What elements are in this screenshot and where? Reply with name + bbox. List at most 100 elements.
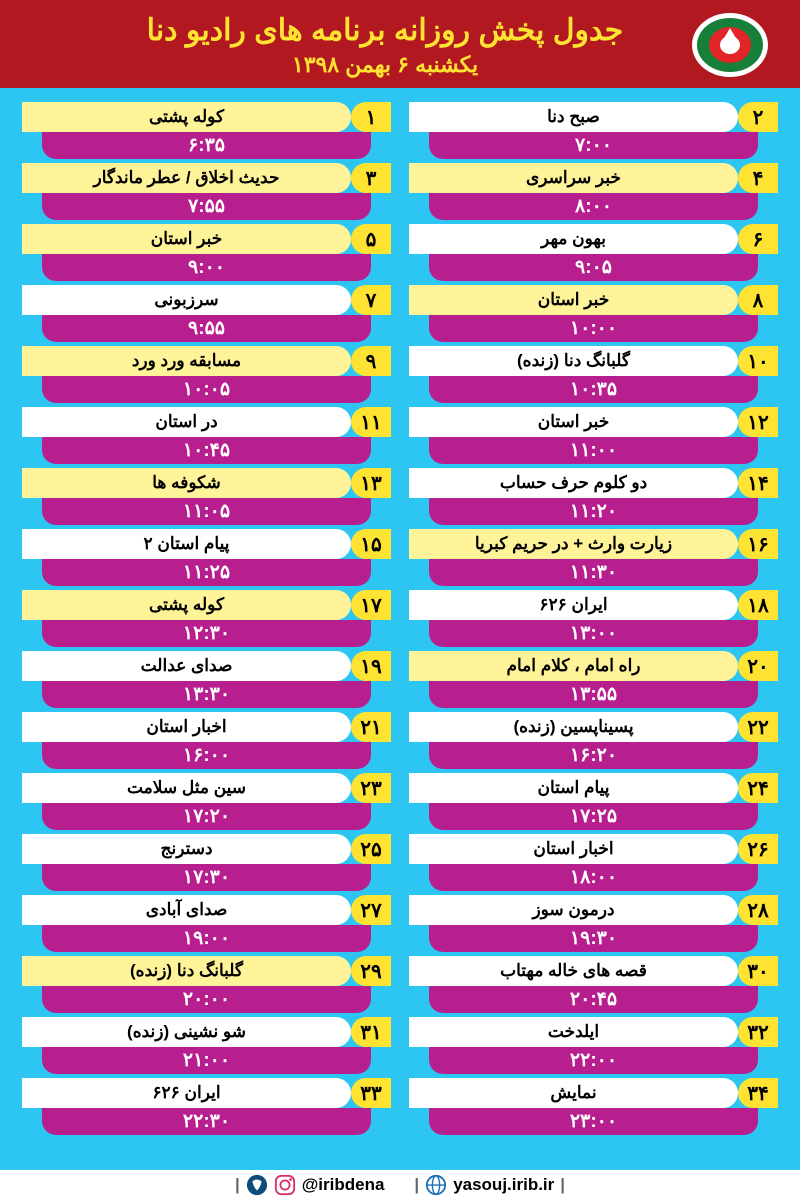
schedule-item: ۱۸ایران ۶۲۶۱۳:۰۰ xyxy=(409,590,778,647)
program-time: ۱۷:۲۰ xyxy=(42,803,371,830)
program-time: ۲۳:۰۰ xyxy=(429,1108,758,1135)
item-number: ۲ xyxy=(738,102,778,132)
program-time: ۱۶:۰۰ xyxy=(42,742,371,769)
item-number: ۳۳ xyxy=(351,1078,391,1108)
program-name: دو کلوم حرف حساب xyxy=(409,468,738,498)
item-number: ۳۰ xyxy=(738,956,778,986)
schedule-item: ۹مسابقه ورد ورد۱۰:۰۵ xyxy=(22,346,391,403)
program-time: ۶:۳۵ xyxy=(42,132,371,159)
item-number: ۲۵ xyxy=(351,834,391,864)
program-name: پیام استان xyxy=(409,773,738,803)
schedule-item: ۳۳ایران ۶۲۶۲۲:۳۰ xyxy=(22,1078,391,1135)
item-number: ۱۴ xyxy=(738,468,778,498)
program-name: قصه های خاله مهتاب xyxy=(409,956,738,986)
schedule-item: ۱۳شکوفه ها۱۱:۰۵ xyxy=(22,468,391,525)
program-name: حدیث اخلاق / عطر ماندگار xyxy=(22,163,351,193)
page-title: جدول پخش روزانه برنامه های رادیو دنا xyxy=(100,13,670,48)
program-name: صبح دنا xyxy=(409,102,738,132)
item-number: ۲۴ xyxy=(738,773,778,803)
schedule-item: ۲۵دسترنج۱۷:۳۰ xyxy=(22,834,391,891)
item-number: ۱ xyxy=(351,102,391,132)
item-number: ۶ xyxy=(738,224,778,254)
program-time: ۱۸:۰۰ xyxy=(429,864,758,891)
program-name: خبر استان xyxy=(409,407,738,437)
instagram-icon xyxy=(274,1174,296,1196)
program-time: ۱۰:۴۵ xyxy=(42,437,371,464)
item-number: ۳۲ xyxy=(738,1017,778,1047)
program-name: دسترنج xyxy=(22,834,351,864)
schedule-item: ۱۵پیام استان ۲۱۱:۲۵ xyxy=(22,529,391,586)
item-number: ۱۵ xyxy=(351,529,391,559)
program-name: مسابقه ورد ورد xyxy=(22,346,351,376)
header: جدول پخش روزانه برنامه های رادیو دنا یکش… xyxy=(0,0,800,88)
column-even: ۲صبح دنا۷:۰۰۴خبر سراسری۸:۰۰۶بهون مهر۹:۰۵… xyxy=(409,102,778,1135)
program-name: در استان xyxy=(22,407,351,437)
program-name: شکوفه ها xyxy=(22,468,351,498)
program-time: ۱۱:۲۵ xyxy=(42,559,371,586)
program-name: بهون مهر xyxy=(409,224,738,254)
program-name: درمون سوز xyxy=(409,895,738,925)
program-time: ۱۱:۰۰ xyxy=(429,437,758,464)
program-time: ۱۶:۲۰ xyxy=(429,742,758,769)
program-time: ۱۷:۳۰ xyxy=(42,864,371,891)
program-time: ۱۱:۳۰ xyxy=(429,559,758,586)
program-name: ایران ۶۲۶ xyxy=(409,590,738,620)
program-time: ۱۹:۳۰ xyxy=(429,925,758,952)
program-name: اخبار استان xyxy=(22,712,351,742)
column-odd: ۱کوله پشتی۶:۳۵۳حدیث اخلاق / عطر ماندگار۷… xyxy=(22,102,391,1135)
program-time: ۱۰:۰۰ xyxy=(429,315,758,342)
schedule-item: ۲۰راه امام ، کلام امام۱۳:۵۵ xyxy=(409,651,778,708)
schedule-item: ۱۴دو کلوم حرف حساب۱۱:۲۰ xyxy=(409,468,778,525)
schedule-item: ۲۶اخبار استان۱۸:۰۰ xyxy=(409,834,778,891)
item-number: ۷ xyxy=(351,285,391,315)
schedule-item: ۳۲ایلدخت۲۲:۰۰ xyxy=(409,1017,778,1074)
website-url: | yasouj.irib.ir | xyxy=(414,1174,565,1196)
program-time: ۱۱:۰۵ xyxy=(42,498,371,525)
program-time: ۱۷:۲۵ xyxy=(429,803,758,830)
item-number: ۸ xyxy=(738,285,778,315)
item-number: ۱۰ xyxy=(738,346,778,376)
item-number: ۹ xyxy=(351,346,391,376)
item-number: ۳ xyxy=(351,163,391,193)
program-name: گلبانگ دنا (زنده) xyxy=(409,346,738,376)
schedule-item: ۲۲پسیناپسین (زنده)۱۶:۲۰ xyxy=(409,712,778,769)
schedule-item: ۵خبر استان۹:۰۰ xyxy=(22,224,391,281)
item-number: ۱۸ xyxy=(738,590,778,620)
schedule-item: ۲صبح دنا۷:۰۰ xyxy=(409,102,778,159)
item-number: ۵ xyxy=(351,224,391,254)
schedule-item: ۸خبر استان۱۰:۰۰ xyxy=(409,285,778,342)
schedule-item: ۲۹گلبانگ دنا (زنده)۲۰:۰۰ xyxy=(22,956,391,1013)
schedule-item: ۶بهون مهر۹:۰۵ xyxy=(409,224,778,281)
item-number: ۲۸ xyxy=(738,895,778,925)
program-time: ۱۳:۰۰ xyxy=(429,620,758,647)
item-number: ۲۹ xyxy=(351,956,391,986)
schedule-item: ۲۸درمون سوز۱۹:۳۰ xyxy=(409,895,778,952)
item-number: ۳۴ xyxy=(738,1078,778,1108)
program-time: ۹:۰۵ xyxy=(429,254,758,281)
program-time: ۷:۵۵ xyxy=(42,193,371,220)
footer: | @iribdena | yasouj.irib.ir | xyxy=(0,1170,800,1200)
program-time: ۹:۰۰ xyxy=(42,254,371,281)
item-number: ۱۷ xyxy=(351,590,391,620)
schedule-item: ۱۹صدای عدالت۱۳:۳۰ xyxy=(22,651,391,708)
program-name: صدای آبادی xyxy=(22,895,351,925)
program-name: ایران ۶۲۶ xyxy=(22,1078,351,1108)
schedule-item: ۷سرزبونی۹:۵۵ xyxy=(22,285,391,342)
item-number: ۱۱ xyxy=(351,407,391,437)
item-number: ۱۶ xyxy=(738,529,778,559)
social-handle: | @iribdena xyxy=(235,1174,384,1196)
item-number: ۳۱ xyxy=(351,1017,391,1047)
schedule-item: ۱۶زیارت وارث + در حریم کبریا۱۱:۳۰ xyxy=(409,529,778,586)
soroush-icon xyxy=(246,1174,268,1196)
item-number: ۴ xyxy=(738,163,778,193)
item-number: ۲۶ xyxy=(738,834,778,864)
schedule-item: ۱۰گلبانگ دنا (زنده)۱۰:۳۵ xyxy=(409,346,778,403)
schedule-item: ۳۴نمایش۲۳:۰۰ xyxy=(409,1078,778,1135)
program-name: سین مثل سلامت xyxy=(22,773,351,803)
program-time: ۲۱:۰۰ xyxy=(42,1047,371,1074)
item-number: ۲۷ xyxy=(351,895,391,925)
schedule-date: یکشنبه ۶ بهمن ۱۳۹۸ xyxy=(100,52,670,78)
program-name: خبر استان xyxy=(409,285,738,315)
program-name: اخبار استان xyxy=(409,834,738,864)
schedule-item: ۱۱در استان۱۰:۴۵ xyxy=(22,407,391,464)
